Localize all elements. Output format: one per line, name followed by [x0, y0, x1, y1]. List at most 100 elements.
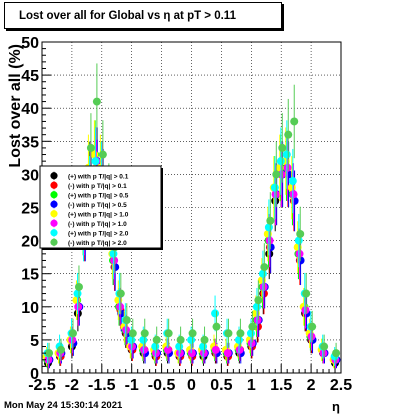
data-point — [116, 302, 125, 311]
data-point — [98, 150, 107, 159]
data-point — [164, 329, 173, 338]
data-point — [44, 355, 53, 364]
data-point — [74, 302, 83, 311]
legend-box — [39, 165, 162, 249]
data-point — [296, 229, 305, 238]
data-point — [270, 183, 279, 192]
data-point — [319, 349, 328, 358]
data-point — [211, 309, 220, 318]
data-point — [224, 329, 233, 338]
legend-marker — [50, 238, 58, 246]
x-tick-label: -1 — [125, 377, 139, 394]
data-point — [282, 150, 291, 159]
data-point — [288, 177, 297, 186]
data-point — [234, 335, 243, 344]
y-tick-label: 10 — [21, 300, 39, 317]
data-point — [199, 342, 208, 351]
timestamp: Mon May 24 15:30:14 2021 — [4, 400, 123, 411]
legend-marker — [50, 191, 58, 199]
legend-marker — [50, 229, 58, 237]
data-point — [264, 223, 273, 232]
legend-entry: (+) with p T/|q| > 0.5 — [50, 190, 129, 199]
y-tick-label: 20 — [21, 234, 39, 251]
legend-label: (+) with p T/|q| > 1.0 — [68, 211, 129, 218]
data-point — [302, 289, 311, 298]
data-point — [86, 143, 95, 152]
data-point — [276, 157, 285, 166]
data-point — [122, 316, 131, 325]
data-point — [127, 335, 136, 344]
x-axis-title: η — [332, 399, 340, 414]
legend-entry: (-) with p T/|q| > 1.0 — [50, 219, 127, 228]
data-point — [109, 249, 118, 258]
data-point — [176, 335, 185, 344]
data-point — [259, 282, 268, 291]
x-tick-label: 1.5 — [270, 377, 292, 394]
data-point — [128, 329, 137, 338]
chart-title: Lost over all for Global vs η at pT > 0.… — [19, 10, 236, 22]
data-point — [128, 342, 137, 351]
data-point — [151, 349, 160, 358]
data-point — [68, 329, 77, 338]
data-point — [283, 163, 292, 172]
legend-marker — [50, 181, 58, 189]
data-point — [110, 256, 119, 265]
data-point — [116, 289, 125, 298]
data-point — [91, 157, 100, 166]
x-tick-label: -2 — [65, 377, 79, 394]
legend-entry: (-) with p T/|q| > 0.1 — [50, 181, 127, 190]
legend-label: (-) with p T/|q| > 1.0 — [68, 221, 127, 228]
y-tick-label: 30 — [21, 167, 39, 184]
data-point — [235, 345, 244, 354]
data-point — [175, 342, 184, 351]
y-tick-label: 15 — [21, 267, 39, 284]
x-tick-label: 2 — [307, 377, 316, 394]
x-tick-label: 2.5 — [330, 377, 352, 394]
y-tick-label: 25 — [21, 201, 39, 218]
legend-entry: (+) with p T/|q| > 0.1 — [50, 171, 129, 180]
series-8 — [45, 63, 341, 364]
data-point — [212, 322, 221, 331]
title-box: Lost over all for Global vs η at pT > 0.… — [4, 2, 282, 29]
data-point — [57, 345, 66, 354]
data-point — [294, 236, 303, 245]
y-tick-label: 45 — [21, 68, 39, 85]
y-tick-label: 5 — [30, 333, 39, 350]
data-point — [199, 349, 208, 358]
data-point — [163, 345, 172, 354]
legend-label: (+) with p T/|q| > 2.0 — [68, 230, 129, 237]
y-tick-label: 35 — [21, 134, 39, 151]
x-tick-label: 1 — [247, 377, 256, 394]
data-point — [188, 329, 197, 338]
data-point — [246, 329, 255, 338]
x-tick-label: 0.5 — [210, 377, 232, 394]
data-point — [295, 249, 304, 258]
data-point — [140, 329, 149, 338]
data-point — [68, 335, 77, 344]
legend-marker — [50, 219, 58, 227]
legend-label: (+) with p T/|q| > 0.1 — [68, 173, 129, 180]
legend-entry: (+) with p T/|q| > 1.0 — [50, 209, 129, 218]
legend-label: (-) with p T/|q| > 0.1 — [68, 183, 127, 190]
x-tick-label: -0.5 — [148, 377, 176, 394]
data-point — [265, 236, 274, 245]
data-point — [175, 349, 184, 358]
data-point — [289, 190, 298, 199]
y-tick-label: 50 — [21, 35, 39, 52]
data-point — [248, 322, 257, 331]
data-point — [271, 190, 280, 199]
data-point — [187, 349, 196, 358]
legend-label: (-) with p T/|q| > 0.5 — [68, 202, 127, 209]
data-point — [140, 345, 149, 354]
legend-marker — [50, 172, 58, 180]
legend-entry: (+) with p T/|q| > 2.0 — [50, 228, 129, 237]
x-tick-label: -2.5 — [28, 377, 56, 394]
data-point — [139, 335, 148, 344]
data-point — [320, 342, 329, 351]
data-point — [200, 335, 209, 344]
legend-marker — [50, 210, 58, 218]
data-point — [290, 117, 299, 126]
data-point — [308, 322, 317, 331]
data-point — [272, 170, 281, 179]
data-point — [122, 325, 131, 334]
